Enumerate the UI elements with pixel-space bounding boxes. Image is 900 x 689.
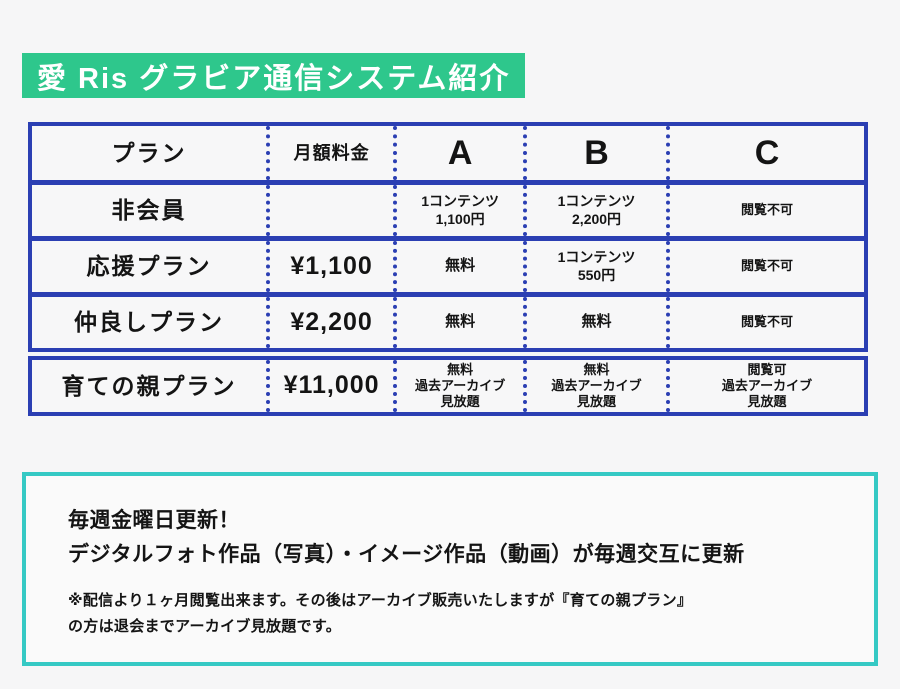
- cell-line: 見放題: [440, 394, 480, 410]
- cell-line: 閲覧不可: [741, 314, 794, 330]
- cell-line: 1コンテンツ: [557, 249, 636, 265]
- table-row-nakayoshi-plan: 仲良しプラン ¥2,200 無料 無料 閲覧不可: [32, 292, 864, 348]
- table-row-sodate-oya-plan: 育ての親プラン ¥11,000 無料 過去アーカイブ 見放題 無料 過去アーカイ…: [28, 356, 868, 416]
- cell-line: 過去アーカイブ: [414, 377, 506, 393]
- plan-price: ¥11,000: [270, 360, 398, 412]
- table-header-row: プラン 月額料金 A B C: [32, 126, 864, 180]
- header-a: A: [397, 126, 527, 180]
- cell-line: 閲覧不可: [741, 202, 794, 218]
- header-price: 月額料金: [270, 126, 398, 180]
- cell-line: 2,200円: [572, 210, 622, 227]
- cell-line: 閲覧不可: [741, 258, 794, 274]
- update-schedule-line: 毎週金曜日更新！: [68, 509, 240, 532]
- cell-c: 閲覧不可: [670, 241, 864, 292]
- cell-line: 1,100円: [435, 210, 485, 227]
- plan-name: 非会員: [32, 185, 270, 236]
- plan-price: ¥2,200: [270, 297, 398, 348]
- cell-line: 過去アーカイブ: [551, 377, 642, 393]
- update-content-line: デジタルフォト作品（写真）・イメージ作品（動画）が毎週交互に更新: [68, 542, 745, 566]
- cell-a: 無料: [397, 297, 527, 348]
- cell-a: 無料: [397, 241, 527, 292]
- cell-a: 1コンテンツ 1,100円: [397, 185, 527, 236]
- cell-line: 550円: [577, 266, 616, 283]
- cell-b: 1コンテンツ 550円: [527, 241, 671, 292]
- page-title: 愛 Ris グラビア通信システム紹介: [22, 53, 526, 98]
- cell-c: 閲覧可 過去アーカイブ 見放題: [670, 360, 864, 412]
- table-row-ouen-plan: 応援プラン ¥1,100 無料 1コンテンツ 550円 閲覧不可: [32, 236, 864, 292]
- archive-note: ※配信より１ヶ月閲覧出来ます。その後はアーカイブ販売いたしますが『育ての親プラン…: [68, 588, 832, 639]
- cell-b: 無料: [527, 297, 671, 348]
- header-b: B: [527, 126, 671, 180]
- cell-c: 閲覧不可: [670, 185, 864, 236]
- table-row-nonmember: 非会員 1コンテンツ 1,100円 1コンテンツ 2,200円 閲覧不可: [32, 180, 864, 236]
- pricing-table-main-block: プラン 月額料金 A B C 非会員 1コンテンツ 1,100円 1コンテンツ …: [28, 122, 868, 352]
- pricing-table: プラン 月額料金 A B C 非会員 1コンテンツ 1,100円 1コンテンツ …: [28, 122, 868, 416]
- cell-line: 過去アーカイブ: [721, 377, 813, 393]
- cell-b: 無料 過去アーカイブ 見放題: [527, 360, 671, 412]
- cell-line: 1コンテンツ: [557, 193, 636, 209]
- plan-name: 育ての親プラン: [32, 360, 270, 412]
- cell-line: 無料: [447, 361, 474, 377]
- header-plan: プラン: [32, 126, 270, 180]
- update-info-box: 毎週金曜日更新！ デジタルフォト作品（写真）・イメージ作品（動画）が毎週交互に更…: [22, 472, 878, 666]
- cell-line: 閲覧可: [747, 361, 787, 377]
- cell-line: 無料: [581, 313, 612, 331]
- table-row: 育ての親プラン ¥11,000 無料 過去アーカイブ 見放題 無料 過去アーカイ…: [32, 360, 864, 412]
- header-c: C: [754, 133, 780, 172]
- plan-name: 仲良しプラン: [32, 297, 270, 348]
- cell-line: 見放題: [747, 394, 787, 410]
- cell-line: 1コンテンツ: [421, 193, 499, 209]
- plan-price: [270, 185, 398, 236]
- cell-a: 無料 過去アーカイブ 見放題: [397, 360, 527, 412]
- archive-note-line: の方は退会までアーカイブ見放題です。: [68, 617, 342, 635]
- cell-line: 無料: [445, 257, 476, 275]
- archive-note-line: ※配信より１ヶ月閲覧出来ます。その後はアーカイブ販売いたしますが『育ての親プラン…: [68, 592, 693, 610]
- cell-line: 無料: [583, 361, 610, 377]
- cell-line: 無料: [445, 313, 476, 331]
- cell-line: 見放題: [577, 394, 617, 410]
- plan-name: 応援プラン: [32, 241, 270, 292]
- plan-price: ¥1,100: [270, 241, 398, 292]
- cell-c: 閲覧不可: [670, 297, 864, 348]
- cell-b: 1コンテンツ 2,200円: [527, 185, 671, 236]
